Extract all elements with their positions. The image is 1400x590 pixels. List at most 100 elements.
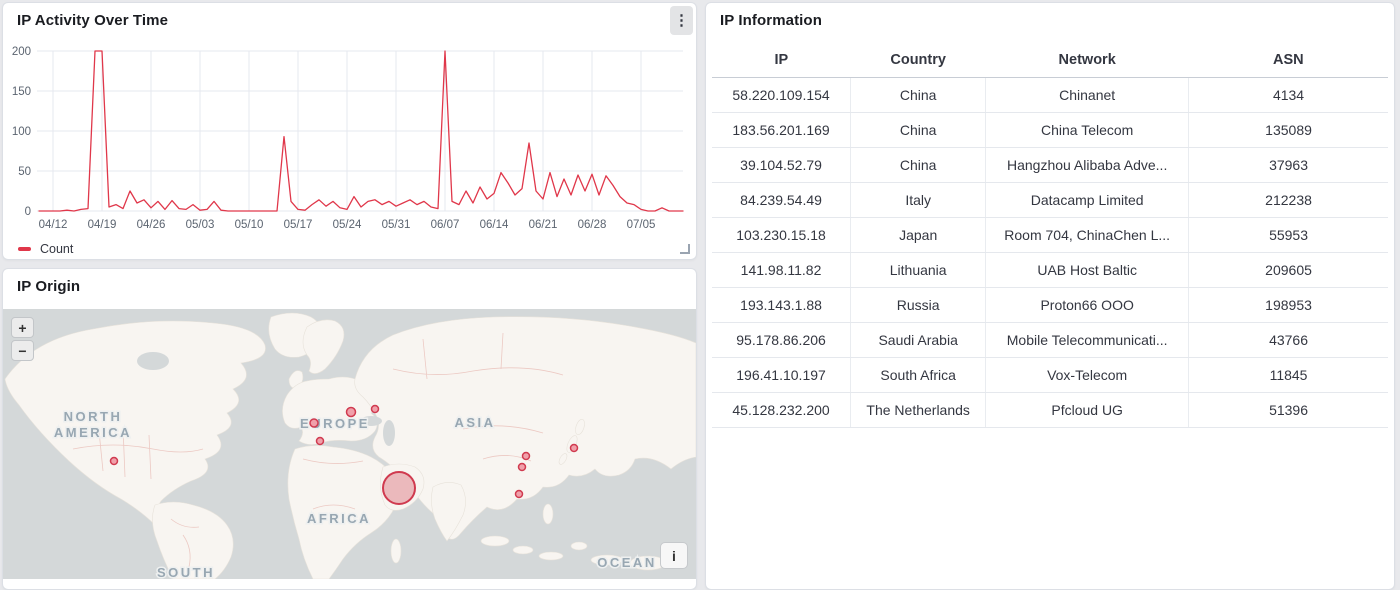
cell-country: South Africa <box>850 357 986 393</box>
activity-line-chart: 0 50 100 150 200 04/12 04/19 04/26 05/03 05/10 05/… <box>12 46 684 231</box>
panel-title-ip-information: IP Information <box>720 12 822 29</box>
map-marker-china-south[interactable] <box>514 489 524 499</box>
map-zoom-controls: + − <box>11 317 34 361</box>
cell-country: Japan <box>850 217 986 253</box>
cell-country: China <box>850 77 986 113</box>
cell-country: China <box>850 147 986 183</box>
cell-asn: 51396 <box>1188 392 1388 428</box>
map-inland-seas <box>137 352 395 446</box>
panel-resize-handle[interactable] <box>680 244 690 254</box>
svg-text:100: 100 <box>12 126 31 138</box>
cell-ip: 84.239.54.49 <box>712 182 851 218</box>
cell-country: Saudi Arabia <box>850 322 986 358</box>
cell-network: Pfcloud UG <box>985 392 1189 428</box>
ip-origin-panel: IP Origin <box>2 268 697 590</box>
map-marker-baltic[interactable] <box>345 406 357 418</box>
cell-asn: 135089 <box>1188 112 1388 148</box>
svg-text:05/03: 05/03 <box>186 219 215 231</box>
svg-text:200: 200 <box>12 46 31 58</box>
cell-ip: 58.220.109.154 <box>712 77 851 113</box>
panel-title-origin: IP Origin <box>17 278 81 295</box>
svg-text:06/28: 06/28 <box>578 219 607 231</box>
svg-text:07/05: 07/05 <box>627 219 656 231</box>
legend-label-count: Count <box>40 242 74 256</box>
cell-ip: 183.56.201.169 <box>712 112 851 148</box>
svg-text:06/21: 06/21 <box>529 219 558 231</box>
cell-network: Proton66 OOO <box>985 287 1189 323</box>
table-row: 183.56.201.169 China China Telecom 135089 <box>712 112 1388 148</box>
chart-legend-item-count[interactable]: Count <box>18 242 73 256</box>
map-label-africa: AFRICA <box>307 511 371 526</box>
column-header-asn[interactable]: ASN <box>1188 43 1388 78</box>
series-count-line <box>38 50 684 212</box>
cell-ip: 141.98.11.82 <box>712 252 851 288</box>
svg-text:50: 50 <box>18 166 31 178</box>
panel-menu-button[interactable]: ⋮ <box>670 6 693 35</box>
map-zoom-out-button[interactable]: − <box>11 340 34 361</box>
cell-asn: 209605 <box>1188 252 1388 288</box>
svg-text:0: 0 <box>25 206 31 218</box>
map-marker-japan[interactable] <box>569 443 579 453</box>
cell-asn: 11845 <box>1188 357 1388 393</box>
column-header-network[interactable]: Network <box>985 43 1189 78</box>
map-marker-saudi-arabia[interactable] <box>382 471 416 505</box>
ip-information-panel: IP Information IP Country Network ASN 58… <box>705 2 1395 590</box>
svg-text:06/14: 06/14 <box>480 219 509 231</box>
column-header-country[interactable]: Country <box>850 43 986 78</box>
map-landmasses <box>4 312 696 579</box>
map-marker-northern-italy[interactable] <box>315 436 325 446</box>
cell-ip: 196.41.10.197 <box>712 357 851 393</box>
panel-title-activity: IP Activity Over Time <box>17 12 169 29</box>
cell-ip: 103.230.15.18 <box>712 217 851 253</box>
svg-text:05/24: 05/24 <box>333 219 362 231</box>
table-row: 103.230.15.18 Japan Room 704, ChinaChen L.… <box>712 217 1388 253</box>
svg-text:05/31: 05/31 <box>382 219 411 231</box>
table-row: 141.98.11.82 Lithuania UAB Host Baltic 2096… <box>712 252 1388 288</box>
map-marker-china-north[interactable] <box>521 451 531 461</box>
svg-text:04/12: 04/12 <box>39 219 68 231</box>
table-header-row: IP Country Network ASN <box>712 43 1388 78</box>
svg-text:05/10: 05/10 <box>235 219 264 231</box>
svg-text:05/17: 05/17 <box>284 219 313 231</box>
map-marker-western-europe[interactable] <box>309 418 319 428</box>
map-ip-markers[interactable] <box>109 404 579 505</box>
cell-country: Russia <box>850 287 986 323</box>
legend-marker-count <box>18 247 31 251</box>
table-row: 58.220.109.154 China Chinanet 4134 <box>712 77 1388 113</box>
map-label-south: SOUTH <box>157 565 215 579</box>
cell-country: The Netherlands <box>850 392 986 428</box>
column-header-ip[interactable]: IP <box>712 43 851 78</box>
cell-network: Room 704, ChinaChen L... <box>985 217 1189 253</box>
map-marker-china-east[interactable] <box>517 462 527 472</box>
cell-ip: 39.104.52.79 <box>712 147 851 183</box>
cell-ip: 193.143.1.88 <box>712 287 851 323</box>
map-attribution-info-button[interactable]: i <box>660 542 688 569</box>
table-row: 45.128.232.200 The Netherlands Pfcloud UG 5… <box>712 392 1388 428</box>
ip-activity-panel: IP Activity Over Time ⋮ 0 50 100 150 200 04/1… <box>2 2 697 260</box>
cell-country: Lithuania <box>850 252 986 288</box>
cell-network: UAB Host Baltic <box>985 252 1189 288</box>
world-map[interactable]: NORTH AMERICA EUROPE ASIA AFRICA SOUTH OCEAN +… <box>3 309 696 579</box>
table-row: 39.104.52.79 China Hangzhou Alibaba Adve..… <box>712 147 1388 183</box>
map-label-asia: ASIA <box>454 415 495 430</box>
cell-network: China Telecom <box>985 112 1189 148</box>
map-zoom-in-button[interactable]: + <box>11 317 34 338</box>
map-label-north: NORTH <box>64 409 123 424</box>
cell-network: Chinanet <box>985 77 1189 113</box>
table-row: 95.178.86.206 Saudi Arabia Mobile Telecomm… <box>712 322 1388 358</box>
map-borders <box>72 332 564 568</box>
table-row: 84.239.54.49 Italy Datacamp Limited 212238 <box>712 182 1388 218</box>
table-row: 193.143.1.88 Russia Proton66 OOO 198953 <box>712 287 1388 323</box>
cell-asn: 37963 <box>1188 147 1388 183</box>
cell-country: Italy <box>850 182 986 218</box>
map-marker-united-states[interactable] <box>109 456 119 466</box>
cell-network: Vox-Telecom <box>985 357 1189 393</box>
cell-asn: 4134 <box>1188 77 1388 113</box>
cell-network: Hangzhou Alibaba Adve... <box>985 147 1189 183</box>
cell-network: Mobile Telecommunicati... <box>985 322 1189 358</box>
map-marker-russia[interactable] <box>370 404 380 414</box>
table-row: 196.41.10.197 South Africa Vox-Telecom 1184… <box>712 357 1388 393</box>
svg-text:04/19: 04/19 <box>88 219 117 231</box>
